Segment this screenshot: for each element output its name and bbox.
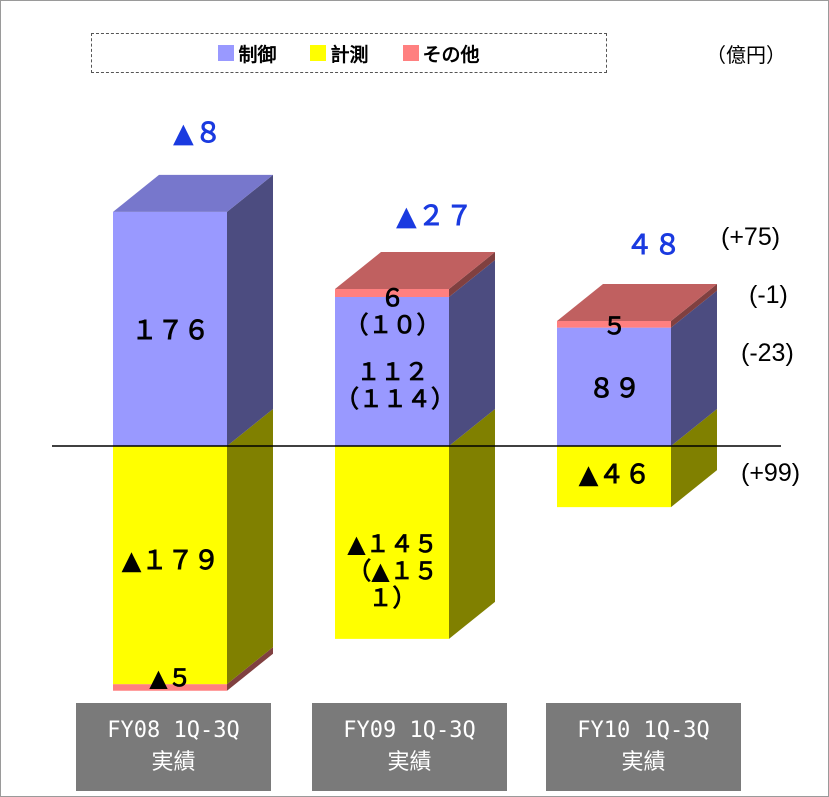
bar-other-side bbox=[449, 252, 495, 298]
bar-other-top bbox=[557, 283, 717, 321]
bar-label-control-prev: （１１４） bbox=[335, 384, 455, 413]
bar-other bbox=[335, 289, 449, 298]
legend-swatch-measure bbox=[310, 45, 327, 61]
bar-measure bbox=[335, 446, 449, 639]
category-label: FY08 1Q-3Q 実績 bbox=[76, 703, 271, 791]
legend: 制御 計測 その他 bbox=[91, 33, 607, 73]
category-label: FY09 1Q-3Q 実績 bbox=[312, 703, 507, 791]
bar-label-control: ８９ bbox=[588, 374, 641, 404]
variance-control: (-23) bbox=[741, 339, 794, 367]
bar-measure-side bbox=[449, 409, 495, 639]
category-label-line1: FY09 1Q-3Q bbox=[343, 718, 476, 744]
bar-control bbox=[557, 327, 671, 446]
category-label: FY10 1Q-3Q 実績 bbox=[546, 703, 741, 791]
total-label: ４８ bbox=[626, 230, 682, 261]
category-label-line2: 実績 bbox=[621, 750, 666, 775]
category-label-line1: FY10 1Q-3Q bbox=[577, 718, 710, 744]
bar-label-other-prev: （１０） bbox=[344, 310, 441, 339]
bar-other-top bbox=[335, 252, 495, 290]
bar-other bbox=[113, 684, 227, 691]
category-label-line2: 実績 bbox=[151, 750, 196, 775]
legend-swatch-other bbox=[402, 45, 419, 61]
total-label: ▲２７ bbox=[396, 201, 474, 232]
legend-swatch-control bbox=[218, 45, 235, 61]
bar-control-top bbox=[113, 174, 273, 212]
bar-label-control: １７６ bbox=[131, 316, 210, 346]
bar-measure-side bbox=[671, 409, 717, 508]
unit-label: （億円） bbox=[706, 43, 786, 67]
bar-control-side bbox=[449, 260, 495, 446]
bar-measure bbox=[113, 446, 227, 685]
legend-label-control: 制御 bbox=[238, 43, 277, 66]
bar-label-measure: ▲４６ bbox=[578, 460, 651, 490]
bar-other-side bbox=[227, 647, 273, 691]
bar-label-measure-prev: （▲１５１） bbox=[347, 556, 438, 612]
bar-label-measure: ▲１７９ bbox=[121, 546, 220, 576]
legend-item-measure: 計測 bbox=[310, 40, 369, 67]
bar-label-control: １１２ （１１４） bbox=[335, 358, 455, 413]
category-label-line2: 実績 bbox=[387, 750, 432, 775]
bar-label-other: ▲５ bbox=[149, 664, 192, 692]
legend-item-control: 制御 bbox=[218, 40, 276, 67]
bar-measure-side bbox=[227, 409, 273, 685]
bar-other bbox=[557, 320, 671, 328]
bar-label-other: ５ bbox=[602, 312, 627, 340]
legend-label-other: その他 bbox=[422, 43, 480, 66]
category-label-line1: FY08 1Q-3Q bbox=[107, 718, 240, 744]
variance-total: (+75) bbox=[721, 223, 781, 251]
bar-label-other: ６ （１０） bbox=[344, 284, 441, 339]
bar-control bbox=[113, 211, 227, 446]
bar-label-measure: ▲１４５ （▲１５１） bbox=[347, 530, 438, 612]
bar-control bbox=[335, 297, 449, 446]
variance-measure: (+99) bbox=[741, 459, 801, 487]
bar-other-side bbox=[671, 283, 717, 328]
variance-other: (-1) bbox=[749, 281, 788, 309]
legend-item-other: その他 bbox=[402, 40, 480, 67]
bar-control-side bbox=[671, 290, 717, 446]
total-label: ▲８ bbox=[173, 118, 223, 149]
bar-control-side bbox=[227, 174, 273, 447]
bar-measure bbox=[557, 446, 671, 508]
legend-label-measure: 計測 bbox=[330, 43, 369, 66]
